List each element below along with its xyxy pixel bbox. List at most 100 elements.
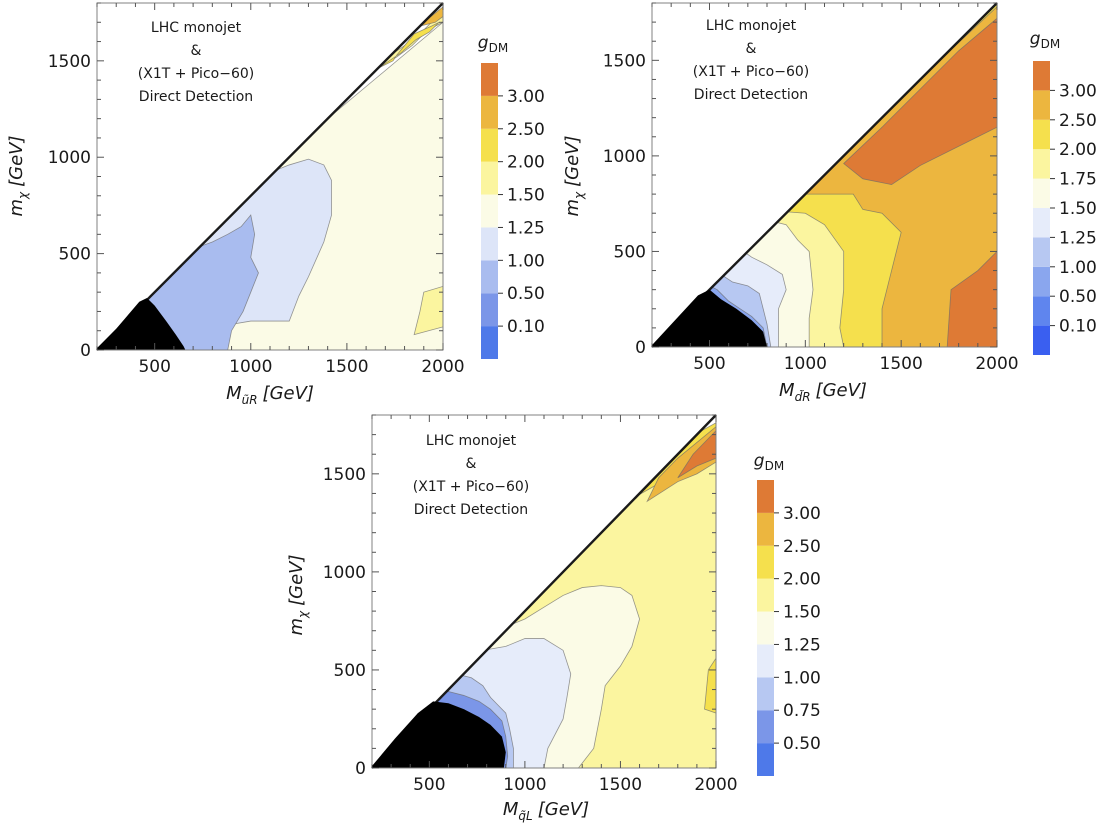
contour-band [377,21,440,69]
colorbar-swatch [1033,208,1050,238]
colorbar-swatch [481,128,498,162]
x-tick-label: 1500 [325,357,368,377]
colorbar-swatch [1033,90,1050,120]
annotation-line: Direct Detection [414,502,528,518]
colorbar-swatch [757,644,774,678]
colorbar-label: 1.25 [1059,228,1097,248]
annotation-line: Direct Detection [139,89,253,105]
colorbar-swatch [757,545,774,579]
y-axis-label: mχ[GeV] [286,554,310,635]
axis-ticks [96,2,444,351]
colorbar-label: 1.25 [783,635,821,655]
colorbar-title: gDM [754,451,784,473]
annotation-line: (X1T + Pico−60) [138,66,254,82]
colorbar-label: 1.25 [507,218,545,238]
colorbar-swatch [1033,237,1050,267]
x-tick-label: 2000 [975,354,1018,374]
colorbar-swatch [481,63,498,96]
colorbar-label: 0.75 [783,701,821,721]
colorbar-swatch [1033,178,1050,208]
x-tick-label: 1000 [784,354,827,374]
colorbar-label: 2.50 [507,120,545,140]
contour-band [97,266,140,312]
colorbar-label: 1.00 [783,668,821,688]
colorbar-swatch [1033,296,1050,326]
y-tick-label: 1500 [323,465,366,485]
colorbar-label: 3.00 [507,87,545,107]
y-axis-label: mχ[GeV] [562,135,586,216]
annotation-line: (X1T + Pico−60) [693,64,809,80]
colorbar-label: 2.50 [783,537,821,557]
colorbar-swatch [481,161,498,195]
colorbar-label: 3.00 [783,504,821,524]
colorbar-swatch [481,227,498,261]
colorbar-swatch [481,95,498,129]
colorbar-swatch [757,677,774,711]
colorbar-swatch [757,710,774,744]
y-tick-label: 1000 [48,148,91,168]
colorbar-swatch [1033,119,1050,150]
annotation: LHC monojet & (X1T + Pico−60) Direct Detect… [138,20,254,105]
annotation-line: (X1T + Pico−60) [413,479,529,495]
colorbar-label: 0.10 [1059,317,1097,337]
contour-band [843,17,997,185]
diagonal-line [96,2,444,351]
annotation-line: Direct Detection [694,87,808,103]
x-axis-label: Mq̃L [GeV] [503,799,589,823]
panel-2: 500 1000 1500 2000 0 500 1000 1500 Md̃R [GeV] mχ[G… [562,2,1097,404]
x-axis-label: Md̃R [GeV] [779,380,867,404]
x-tick-label: 500 [413,775,445,795]
x-tick-label: 500 [693,354,725,374]
colorbar-swatch [1033,266,1050,297]
annotation-line: LHC monojet [426,433,517,449]
colorbar-label: 1.75 [1059,170,1097,190]
x-tick-label: 1000 [503,775,546,795]
colorbar-swatch [481,326,498,359]
colorbar-label: 0.50 [783,734,821,754]
x-tick-label: 1500 [880,354,923,374]
x-tick-label: 2000 [694,775,737,795]
annotation: LHC monojet & (X1T + Pico−60) Direct Detect… [693,18,809,103]
y-tick-label: 500 [59,245,91,265]
colorbar: 0.50 0.75 1.00 1.25 1.50 2.00 2.50 3.00 gDM [754,451,821,776]
annotation-line: LHC monojet [151,20,242,36]
contour-band [646,425,716,503]
colorbar-label: 1.50 [783,603,821,623]
annotation-line: & [746,41,757,57]
contour-band [946,250,997,347]
colorbar-swatch [1033,325,1050,355]
colorbar-title: gDM [478,33,508,55]
colorbar-swatch [757,480,774,513]
excluded-region [97,297,186,350]
colorbar-label: 3.00 [1059,81,1097,101]
panel-1: 500 1000 1500 2000 0 500 1000 1500 MũR [GeV] mχ[Ge… [6,2,545,407]
y-tick-label: 1500 [603,51,646,71]
colorbar-label: 1.00 [1059,258,1097,278]
colorbar-title: gDM [1030,29,1060,51]
colorbar-swatch [481,293,498,327]
colorbar-label: 2.00 [1059,140,1097,160]
y-tick-label: 1500 [48,52,91,72]
colorbar-swatch [1033,149,1050,179]
x-tick-label: 2000 [421,357,464,377]
y-tick-label: 0 [355,759,366,779]
annotation-line: & [466,456,477,472]
colorbar-label: 1.50 [1059,199,1097,219]
axis-ticks [651,2,998,348]
colorbar-label: 0.50 [1059,287,1097,307]
y-axis-label: mχ[GeV] [6,135,30,216]
colorbar-label: 1.50 [507,186,545,206]
annotation-line: & [191,43,202,59]
y-tick-label: 500 [334,661,366,681]
x-tick-label: 1500 [599,775,642,795]
colorbar-swatch [757,512,774,546]
colorbar-label: 0.50 [507,284,545,304]
x-tick-label: 1000 [229,357,272,377]
colorbar-swatch [757,611,774,645]
x-tick-label: 500 [138,357,170,377]
contour-band [413,285,443,336]
panel-3: 500 1000 1500 2000 0 500 1000 1500 Mq̃L [GeV] mχ[G… [286,414,821,823]
y-tick-label: 500 [614,242,646,262]
y-tick-label: 0 [80,341,91,361]
